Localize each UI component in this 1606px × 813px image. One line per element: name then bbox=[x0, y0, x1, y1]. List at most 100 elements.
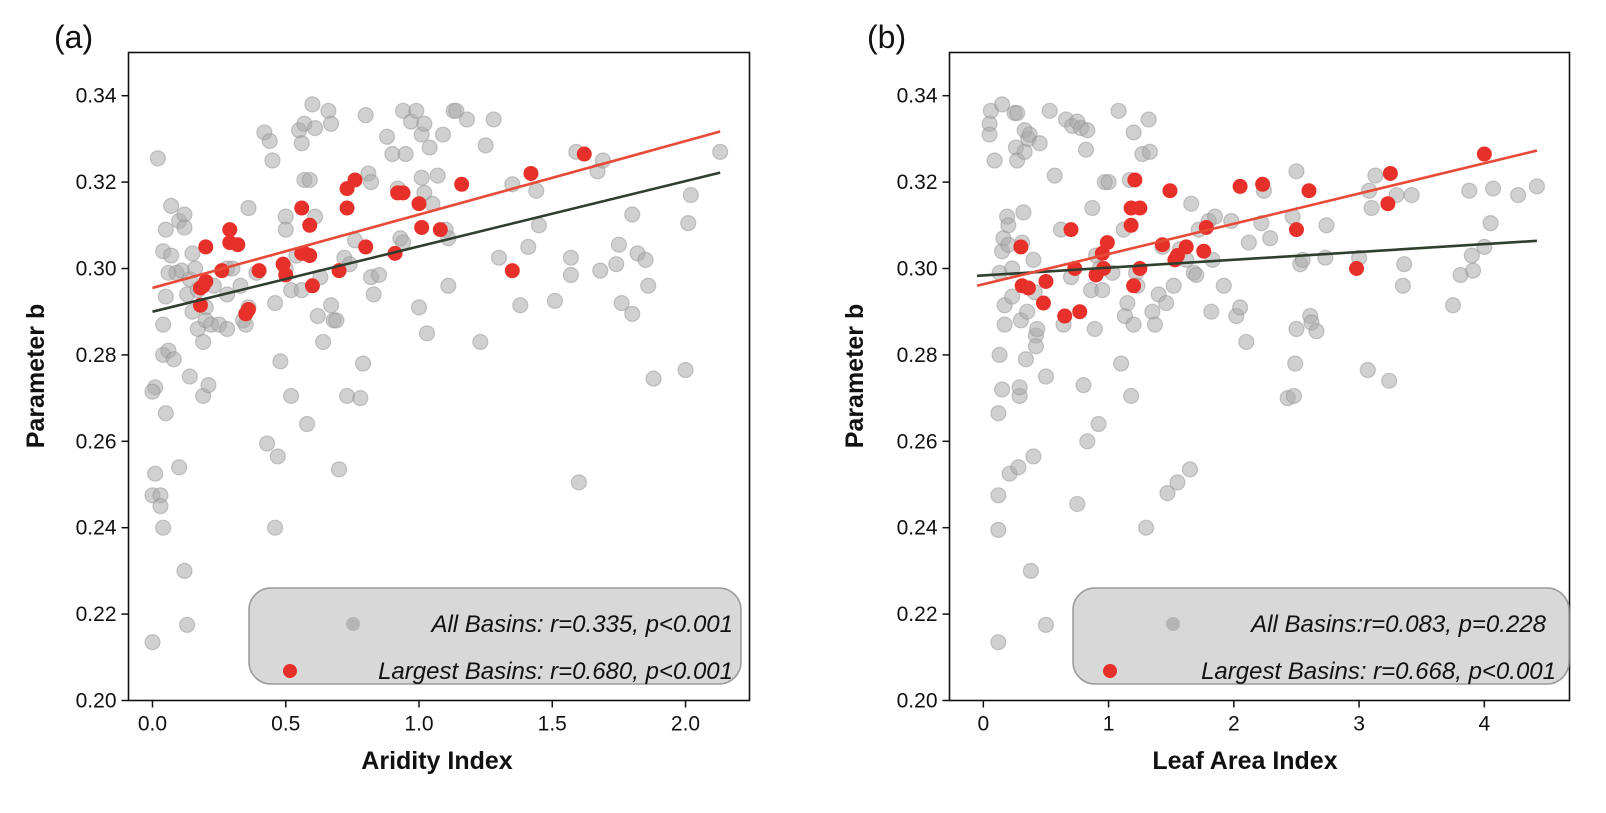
point-all-basins bbox=[637, 251, 654, 268]
point-largest-basins bbox=[1255, 176, 1271, 192]
point-all-basins bbox=[1444, 297, 1462, 314]
point-all-basins bbox=[1461, 182, 1478, 199]
point-all-basins bbox=[416, 115, 433, 132]
point-all-basins bbox=[261, 132, 278, 150]
x-ticks-a: 0.0 0.5 1.0 1.5 2.0 bbox=[138, 700, 700, 736]
point-largest-basins bbox=[523, 165, 539, 181]
point-all-basins bbox=[410, 299, 428, 316]
point-all-basins bbox=[570, 474, 588, 491]
y-axis-label-a: Parameter b bbox=[22, 304, 50, 449]
point-largest-basins bbox=[1020, 280, 1036, 296]
y-tick-label: 0.30 bbox=[897, 258, 938, 281]
point-all-basins bbox=[608, 256, 625, 273]
point-all-basins bbox=[306, 120, 324, 137]
point-all-basins bbox=[490, 249, 508, 266]
point-all-basins bbox=[1203, 303, 1220, 320]
point-largest-basins bbox=[1123, 217, 1139, 233]
point-all-basins bbox=[1238, 333, 1255, 351]
point-all-basins bbox=[1015, 204, 1032, 221]
point-all-basins bbox=[184, 245, 201, 262]
x-ticks-b: 0 1 2 3 4 bbox=[977, 700, 1490, 736]
point-largest-basins bbox=[1038, 273, 1054, 289]
point-all-basins bbox=[322, 115, 340, 132]
point-all-basins bbox=[996, 316, 1013, 333]
point-largest-basins bbox=[1380, 196, 1396, 212]
point-all-basins bbox=[1231, 299, 1249, 316]
point-all-basins bbox=[1288, 320, 1305, 338]
y-tick-label: 0.28 bbox=[76, 344, 117, 367]
point-all-basins bbox=[397, 145, 414, 163]
fit-lines-a bbox=[152, 130, 721, 313]
point-all-basins bbox=[1077, 141, 1095, 158]
plot-frame-b bbox=[948, 51, 1571, 702]
point-largest-basins bbox=[198, 273, 214, 289]
point-all-basins bbox=[219, 320, 236, 338]
y-axis-label-b: Parameter b bbox=[841, 304, 869, 449]
point-all-basins bbox=[418, 325, 436, 342]
point-largest-basins bbox=[358, 239, 374, 255]
point-all-basins bbox=[990, 487, 1007, 504]
point-largest-basins bbox=[230, 237, 246, 253]
point-all-basins bbox=[1069, 495, 1086, 513]
point-all-basins bbox=[1110, 102, 1127, 119]
point-all-basins bbox=[149, 150, 166, 167]
fit-lines-b bbox=[976, 149, 1538, 288]
point-largest-basins bbox=[240, 302, 256, 318]
point-all-basins bbox=[1000, 217, 1017, 234]
point-largest-basins bbox=[1476, 146, 1492, 162]
point-all-basins bbox=[1123, 387, 1140, 405]
point-largest-basins bbox=[302, 248, 318, 264]
point-all-basins bbox=[1090, 415, 1107, 433]
point-largest-basins bbox=[1132, 261, 1148, 276]
x-tick-label: 1.5 bbox=[538, 713, 567, 736]
point-all-basins bbox=[1112, 355, 1130, 372]
point-all-basins bbox=[269, 448, 286, 465]
point-all-basins bbox=[991, 346, 1008, 363]
point-all-basins bbox=[645, 370, 662, 387]
point-largest-basins bbox=[1196, 243, 1212, 259]
point-largest-basins bbox=[414, 219, 430, 235]
point-all-basins bbox=[990, 634, 1007, 651]
point-all-basins bbox=[293, 135, 310, 152]
point-all-basins bbox=[546, 292, 564, 309]
point-all-basins bbox=[1158, 294, 1175, 312]
point-all-basins bbox=[1464, 262, 1482, 279]
y-tick-label: 0.28 bbox=[897, 344, 938, 367]
point-all-basins bbox=[485, 111, 502, 128]
point-largest-basins bbox=[294, 200, 310, 216]
point-largest-basins bbox=[1288, 222, 1304, 238]
point-largest-basins bbox=[339, 200, 355, 216]
point-all-basins bbox=[144, 634, 161, 651]
point-all-basins bbox=[157, 405, 174, 422]
y-tick-label: 0.32 bbox=[76, 171, 117, 194]
y-ticks-b: 0.20 0.22 0.24 0.26 0.28 0.30 0.32 0.34 bbox=[897, 85, 950, 713]
legend-entry-all-basins-b: All Basins:r=0.083, p=0.228 bbox=[1249, 611, 1547, 638]
point-largest-basins bbox=[454, 176, 470, 192]
point-all-basins bbox=[530, 217, 548, 234]
point-all-basins bbox=[1288, 163, 1305, 180]
point-all-basins bbox=[365, 286, 382, 303]
y-tick-label: 0.20 bbox=[76, 690, 117, 713]
point-all-basins bbox=[1396, 256, 1413, 273]
point-all-basins bbox=[1100, 174, 1117, 191]
point-largest-basins bbox=[576, 146, 592, 162]
point-largest-basins bbox=[347, 172, 363, 188]
legend-marker-all-basins-b bbox=[1166, 617, 1180, 631]
point-all-basins bbox=[1094, 282, 1111, 299]
point-all-basins bbox=[1025, 251, 1042, 268]
point-all-basins bbox=[266, 294, 284, 312]
y-tick-label: 0.20 bbox=[897, 690, 938, 713]
point-all-basins bbox=[322, 297, 340, 314]
point-all-basins bbox=[147, 465, 164, 482]
y-tick-label: 0.22 bbox=[76, 603, 117, 626]
y-tick-label: 0.24 bbox=[897, 517, 938, 540]
point-all-basins bbox=[301, 171, 318, 189]
point-all-basins bbox=[309, 307, 326, 325]
point-all-basins bbox=[1084, 199, 1101, 217]
point-all-basins bbox=[1318, 217, 1335, 234]
fit-line-all-basins bbox=[976, 239, 1538, 278]
point-all-basins bbox=[682, 186, 699, 204]
point-all-basins bbox=[1022, 562, 1040, 580]
x-tick-label: 0 bbox=[977, 713, 989, 736]
point-all-basins bbox=[1308, 323, 1325, 340]
